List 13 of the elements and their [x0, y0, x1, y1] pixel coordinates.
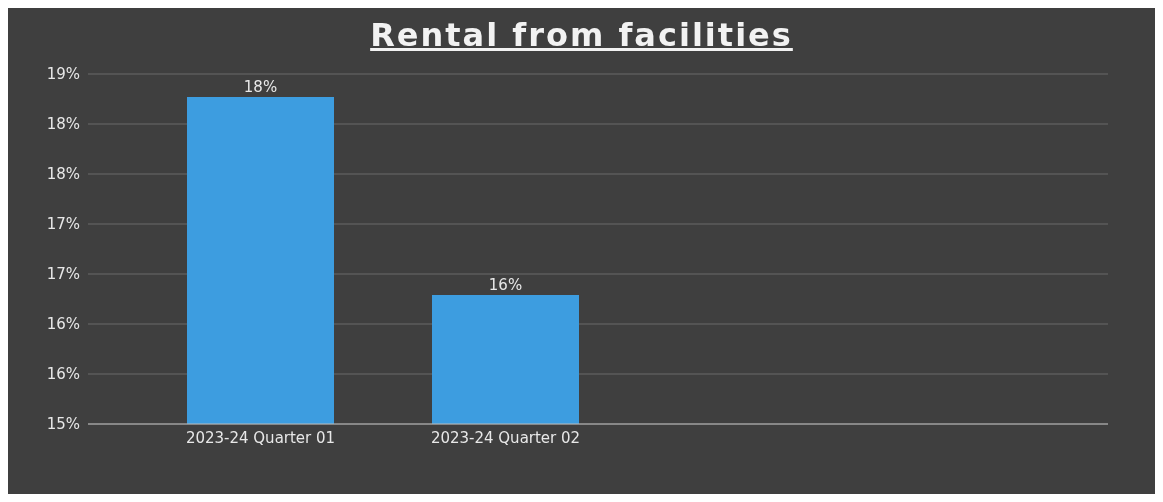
- y-tick-label: 19%: [46, 65, 80, 84]
- y-tick-label: 16%: [46, 365, 80, 384]
- data-label: 16%: [488, 276, 523, 294]
- y-tick-label: 17%: [46, 265, 80, 284]
- y-tick-label: 17%: [46, 215, 80, 234]
- x-tick-label: 2023-24 Quarter 01: [185, 428, 336, 447]
- y-tick-label: 15%: [46, 415, 80, 434]
- y-tick-label: 18%: [46, 165, 80, 184]
- chart-title: Rental from facilities: [369, 15, 794, 54]
- x-tick-label: 2023-24 Quarter 02: [430, 428, 581, 447]
- y-tick-label: 16%: [46, 315, 80, 334]
- data-label: 18%: [243, 78, 278, 96]
- y-tick-label: 18%: [46, 115, 80, 134]
